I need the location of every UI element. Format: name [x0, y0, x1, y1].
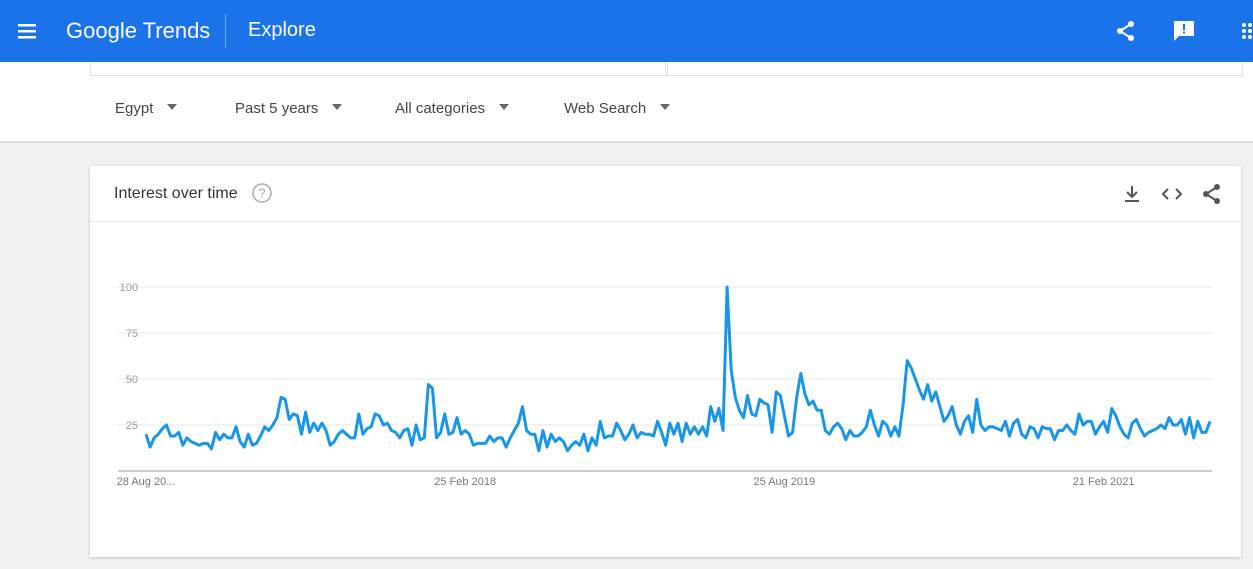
top-bar: Google Trends Explore — [0, 0, 1253, 62]
download-icon[interactable] — [1122, 184, 1142, 204]
help-icon[interactable]: ? — [252, 183, 272, 203]
card-title: Interest over time — [114, 185, 238, 202]
filter-dropdown[interactable]: Past 5 years — [235, 100, 342, 117]
trend-line — [144, 285, 1212, 453]
chart-card: Interest over time ? — [90, 166, 1241, 557]
filter-dropdown[interactable]: Egypt — [115, 100, 177, 117]
y-tick-label: 25 — [126, 420, 138, 432]
embed-icon[interactable] — [1161, 184, 1183, 204]
x-tick-label: 25 Feb 2018 — [434, 476, 496, 488]
section-title: Explore — [248, 19, 316, 41]
logo[interactable]: Google Trends — [66, 18, 211, 43]
share-icon[interactable] — [1114, 19, 1138, 43]
filter-dropdown[interactable]: Web Search — [564, 100, 670, 117]
divider — [90, 221, 1241, 222]
filter-dropdown[interactable]: All categories — [395, 100, 509, 117]
x-tick-label: 28 Aug 20... — [117, 476, 176, 488]
filter-bar: Egypt Past 5 years All categories Web Se… — [0, 62, 1253, 143]
svg-text:?: ? — [258, 186, 265, 201]
menu-icon[interactable] — [16, 22, 38, 40]
share-icon[interactable] — [1201, 183, 1223, 205]
y-tick-label: 75 — [126, 328, 138, 340]
x-tick-label: 25 Aug 2019 — [754, 476, 816, 488]
feedback-icon[interactable] — [1172, 19, 1196, 43]
divider — [225, 14, 226, 48]
apps-icon[interactable] — [1240, 22, 1253, 40]
x-tick-label: 21 Feb 2021 — [1073, 476, 1135, 488]
y-tick-label: 50 — [126, 374, 138, 386]
search-box — [665, 62, 1243, 76]
search-box — [90, 62, 668, 76]
y-tick-label: 100 — [120, 282, 138, 294]
